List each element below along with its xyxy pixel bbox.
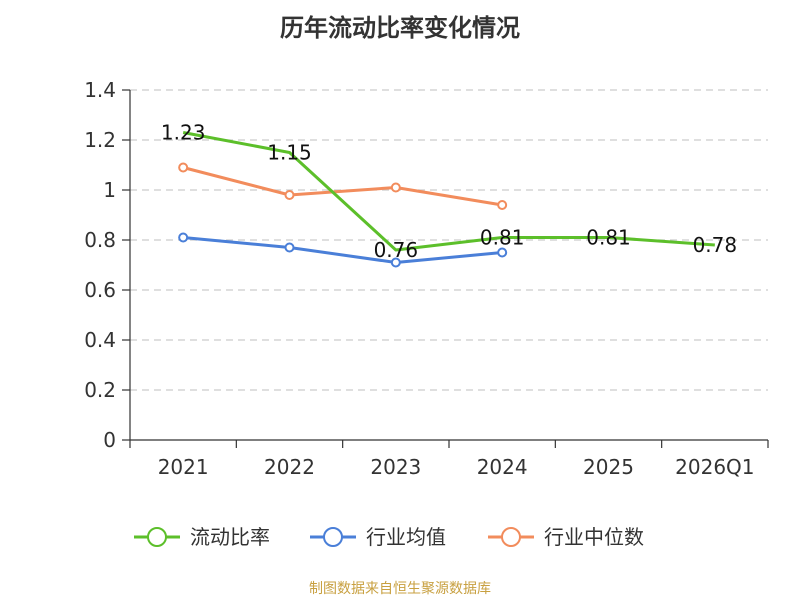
data-labels: 1.23 1.15 0.76 0.81 0.81 0.78 bbox=[161, 121, 737, 263]
y-tick-label: 0.8 bbox=[84, 228, 116, 252]
source-note: 制图数据来自恒生聚源数据库 bbox=[309, 581, 491, 597]
data-point bbox=[284, 242, 295, 253]
data-label: 0.81 bbox=[480, 226, 525, 250]
y-tick-label: 0.2 bbox=[84, 378, 116, 402]
data-label: 1.23 bbox=[161, 121, 206, 145]
y-tick-label: 1 bbox=[103, 178, 116, 202]
series-line bbox=[182, 131, 715, 252]
data-point bbox=[284, 190, 295, 200]
x-tick-label: 2023 bbox=[370, 455, 421, 479]
legend-marker bbox=[501, 527, 521, 547]
series-line bbox=[182, 166, 503, 207]
legend-label: 行业中位数 bbox=[544, 525, 644, 549]
legend: 流动比率 行业均值 行业中位数 bbox=[134, 525, 644, 549]
data-label: 0.81 bbox=[586, 226, 631, 250]
data-point bbox=[178, 232, 189, 243]
y-tick-label: 0 bbox=[103, 428, 116, 452]
series-lines bbox=[178, 131, 715, 268]
y-tick-label: 1.2 bbox=[84, 128, 116, 152]
y-tick-label: 0.4 bbox=[84, 328, 116, 352]
legend-label: 行业均值 bbox=[366, 525, 446, 549]
x-tick-label: 2021 bbox=[158, 455, 209, 479]
series-line bbox=[183, 236, 503, 264]
y-tick-label: 1.4 bbox=[84, 78, 116, 102]
data-label: 0.76 bbox=[374, 238, 419, 262]
data-point bbox=[390, 182, 401, 193]
x-tick-label: 2024 bbox=[477, 455, 528, 479]
chart-title: 历年流动比率变化情况 bbox=[280, 14, 520, 42]
data-label: 0.78 bbox=[693, 233, 738, 257]
legend-marker bbox=[323, 527, 343, 547]
legend-label: 流动比率 bbox=[190, 525, 270, 549]
x-tick-label: 2026Q1 bbox=[675, 455, 754, 479]
x-tick-label: 2025 bbox=[583, 455, 634, 479]
x-tick-label: 2022 bbox=[264, 455, 315, 479]
data-point bbox=[497, 200, 508, 210]
data-label: 1.15 bbox=[267, 141, 312, 165]
legend-marker bbox=[147, 527, 167, 547]
data-point bbox=[178, 162, 189, 173]
data-point bbox=[390, 257, 401, 268]
data-point bbox=[497, 247, 508, 258]
y-tick-label: 0.6 bbox=[84, 278, 116, 302]
